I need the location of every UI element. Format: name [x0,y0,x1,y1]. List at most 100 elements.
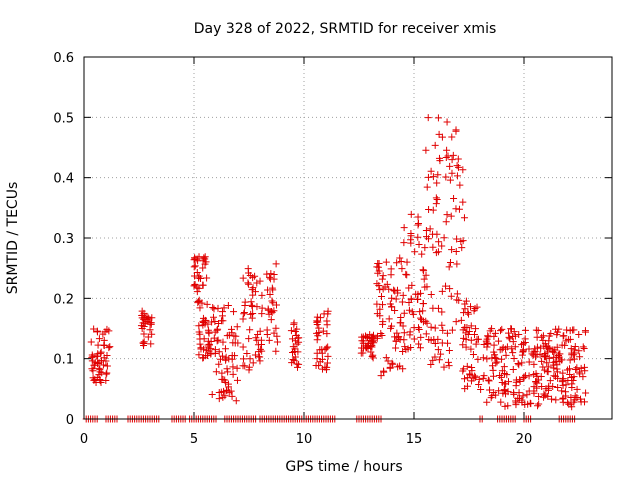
data-point [438,308,446,316]
data-point [530,371,538,379]
data-point [225,331,233,339]
data-point [540,352,548,360]
data-point [391,333,399,341]
x-tick-label: 15 [406,432,423,447]
data-point [375,282,383,290]
data-point [533,384,541,392]
data-point [397,258,405,266]
data-point [427,360,435,368]
data-point [245,335,253,343]
data-point [467,322,475,330]
data-point [545,337,553,345]
data-point [403,258,411,266]
data-point [290,319,298,327]
data-point [509,349,517,357]
data-point [571,342,579,350]
data-point [228,392,236,400]
data-point [452,247,460,255]
data-point [453,235,461,243]
data-point [88,357,96,365]
data-point [438,321,446,329]
data-point [448,156,456,164]
data-point [523,391,531,399]
data-point [212,368,220,376]
data-point [247,310,255,318]
data-point [291,345,299,353]
data-point [566,356,574,364]
data-point [499,344,507,352]
data-point [568,351,576,359]
data-point [559,381,567,389]
data-point [462,297,470,305]
data-point [509,338,517,346]
data-point [239,274,247,282]
data-point [469,351,477,359]
data-point [379,272,387,280]
data-point [437,350,445,358]
data-point [146,326,154,334]
data-point [265,336,273,344]
data-point [579,373,587,381]
data-point [503,343,511,351]
data-point [472,325,480,333]
data-point [272,260,280,268]
data-point [400,309,408,317]
data-point [268,284,276,292]
data-point [470,307,478,315]
data-point [418,250,426,258]
data-point [565,400,573,408]
data-point [570,355,578,363]
data-point [576,353,584,361]
data-point [380,368,388,376]
data-point [205,329,213,337]
data-point [315,362,323,370]
data-point [379,301,387,309]
data-point [148,314,156,322]
data-point [490,388,498,396]
data-point [457,238,465,246]
data-point [229,363,237,371]
data-point [563,326,571,334]
data-point [490,341,498,349]
data-point [442,282,450,290]
data-point [419,300,427,308]
data-point [400,239,408,247]
data-point [436,157,444,165]
data-point [270,307,278,315]
data-point [419,266,427,274]
data-point [464,309,472,317]
data-point [265,310,273,318]
data-point [233,323,241,331]
data-point [140,323,148,331]
data-point [442,218,450,226]
data-point [438,242,446,250]
data-point [140,315,148,323]
data-point [369,351,377,359]
data-point [102,370,110,378]
data-point [239,343,247,351]
data-point [521,326,529,334]
data-point [427,323,435,331]
data-point [508,345,516,353]
data-point [470,330,478,338]
data-point [270,275,278,283]
data-point [554,383,562,391]
data-point [462,343,470,351]
data-point [241,298,249,306]
data-point [214,304,222,312]
data-point [248,301,256,309]
data-point [433,230,441,238]
data-point [147,320,155,328]
data-point [537,373,545,381]
data-point [313,349,321,357]
data-point [452,205,460,213]
data-point [532,326,540,334]
data-point [197,344,205,352]
data-point [288,349,296,357]
data-point [391,307,399,315]
data-point [555,352,563,360]
data-point [546,377,554,385]
data-point [95,335,103,343]
data-point [424,173,432,181]
